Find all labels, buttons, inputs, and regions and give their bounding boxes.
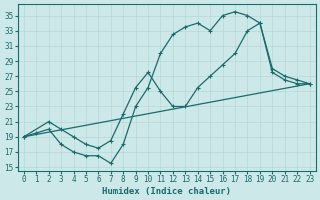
X-axis label: Humidex (Indice chaleur): Humidex (Indice chaleur) xyxy=(102,187,231,196)
